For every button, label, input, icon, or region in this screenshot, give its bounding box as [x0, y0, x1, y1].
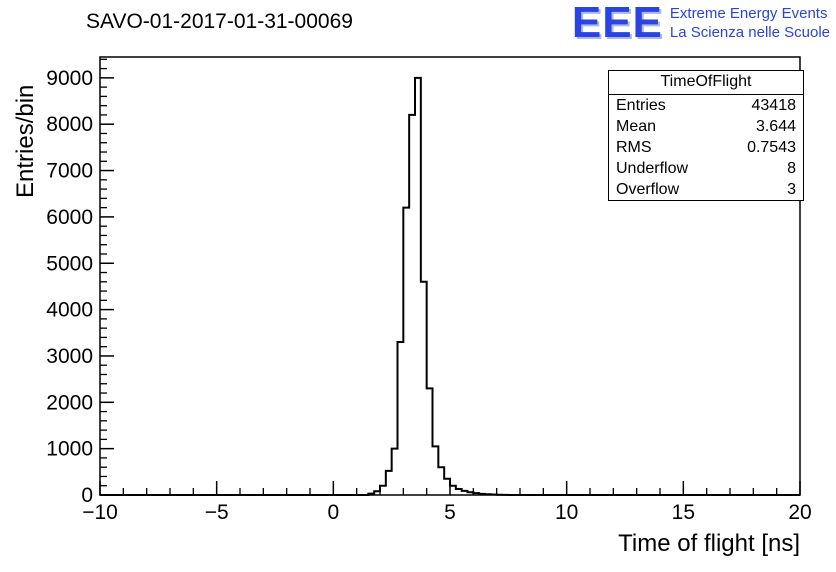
x-axis-title: Time of flight [ns] [618, 530, 800, 557]
y-axis-tick-label: 1000 [46, 438, 93, 461]
y-axis-tick-label: 6000 [46, 206, 93, 229]
y-axis-tick-label: 4000 [46, 299, 93, 322]
stats-box-title: TimeOfFlight [609, 71, 803, 95]
y-axis-tick-label: 8000 [46, 113, 93, 136]
y-axis-tick-label: 3000 [46, 345, 93, 368]
stats-row: Overflow 3 [609, 179, 803, 200]
stats-label: Underflow [616, 160, 689, 177]
stats-row: Mean 3.644 [609, 116, 803, 137]
x-axis-tick-label: 15 [672, 501, 695, 524]
y-axis-tick-label: 7000 [46, 160, 93, 183]
eee-logo: EEE Extreme Energy Events La Scienza nel… [571, 0, 830, 47]
y-axis-title: Entries/bin [12, 84, 39, 198]
eee-logo-icon: EEE [571, 0, 663, 47]
x-axis-tick-label: 0 [327, 501, 339, 524]
stats-label: Mean [616, 118, 657, 135]
y-axis-tick-label: 0 [81, 484, 93, 507]
x-axis-tick-label: 10 [555, 501, 578, 524]
x-axis-tick-label: 5 [444, 501, 456, 524]
x-axis-tick-label: −5 [205, 501, 229, 524]
stats-row: Underflow 8 [609, 158, 803, 179]
eee-tagline-2: La Scienza nelle Scuole [669, 23, 830, 41]
y-axis-tick-label: 2000 [46, 391, 93, 414]
stats-box: TimeOfFlight Entries 43418 Mean 3.644 RM… [608, 70, 804, 201]
stats-value: 43418 [751, 97, 797, 114]
eee-tagline-1: Extreme Energy Events [669, 5, 828, 22]
y-axis-tick-label: 5000 [46, 252, 93, 275]
page-title: SAVO-01-2017-01-31-00069 [86, 10, 353, 33]
x-axis-tick-label: −10 [82, 501, 118, 524]
stats-value: 3 [787, 181, 796, 198]
histogram-line [100, 76, 800, 496]
stats-label: RMS [616, 139, 652, 156]
eee-logo-taglines: Extreme Energy Events La Scienza nelle S… [670, 5, 830, 43]
y-axis-tick-label: 9000 [46, 67, 93, 90]
stats-row: Entries 43418 [609, 95, 803, 116]
stats-value: 8 [787, 160, 796, 177]
stats-value: 3.644 [755, 118, 796, 135]
stats-label: Entries [616, 97, 666, 114]
stats-value: 0.7543 [747, 139, 796, 156]
x-axis-tick-label: 20 [788, 501, 811, 524]
stats-row: RMS 0.7543 [609, 137, 803, 158]
stats-label: Overflow [616, 181, 680, 198]
